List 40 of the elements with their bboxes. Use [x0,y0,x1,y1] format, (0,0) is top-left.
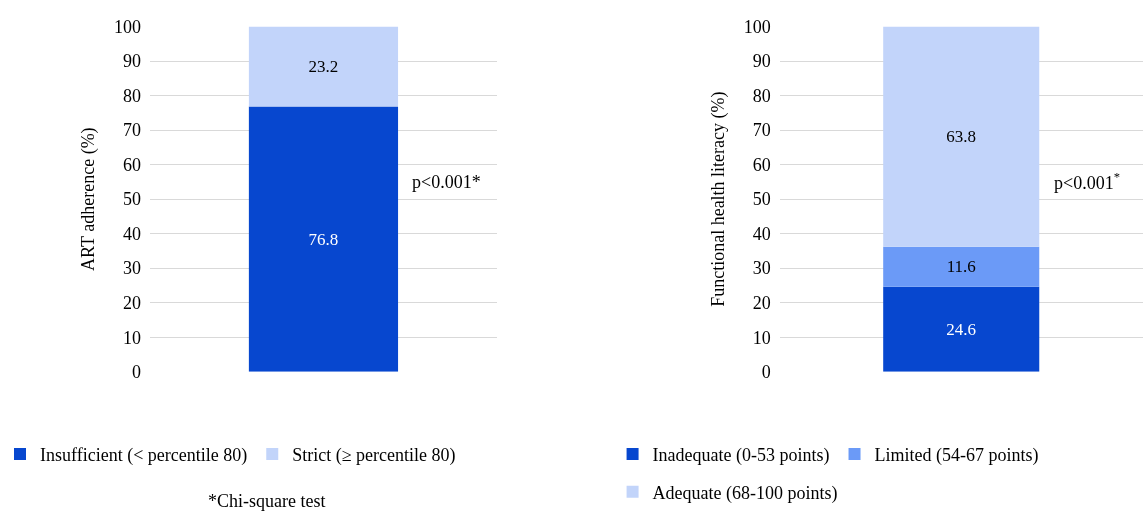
annotation: p<0.001$^{*}$ [1054,170,1120,193]
y-tick-label: 80 [752,85,771,106]
data-label: 76.8 [308,229,339,249]
y-tick-label: 30 [122,258,141,279]
y-axis-title: Functional health literacy (%) [707,91,729,307]
y-tick-label: 30 [752,258,771,279]
data-label: 11.6 [946,257,976,277]
text: *Chi-square test [208,491,326,511]
y-tick-label: 100 [113,16,141,37]
y-tick-label: 50 [122,189,141,210]
y-tick-label: 0 [761,362,771,383]
y-tick-label: 70 [752,120,771,141]
bar [883,26,1040,247]
y-axis-title: ART adherence (%) [78,127,100,271]
y-tick-label: 100 [743,16,771,37]
y-tick-label: 0 [131,362,141,383]
bar [883,246,1040,287]
y-tick-label: 40 [752,223,771,244]
y-tick-label: 20 [122,292,141,313]
legend-label: Insufficient (< percentile 80) [40,445,248,467]
y-tick-label: 60 [752,154,771,175]
data-label: 23.2 [308,57,339,77]
y-tick-label: 10 [752,327,771,348]
data-label: 63.8 [946,127,977,147]
y-tick-label: 60 [122,154,141,175]
y-tick-label: 90 [752,51,771,72]
y-tick-label: 20 [752,292,771,313]
y-tick-label: 10 [122,327,141,348]
legend-label: Limited (54-67 points) [874,445,1039,467]
annotation: p<0.001* [412,172,481,192]
y-tick-label: 80 [122,85,141,106]
y-tick-label: 40 [122,223,141,244]
legend-label: Adequate (68-100 points) [652,482,838,504]
legend-label: Inadequate (0-53 points) [652,445,830,467]
y-tick-label: 70 [122,120,141,141]
y-tick-label: 90 [122,51,141,72]
bar [883,286,1040,372]
legend-label: Strict (≥ percentile 80) [292,445,456,467]
data-label: 24.6 [946,319,977,339]
y-tick-label: 50 [752,189,771,210]
